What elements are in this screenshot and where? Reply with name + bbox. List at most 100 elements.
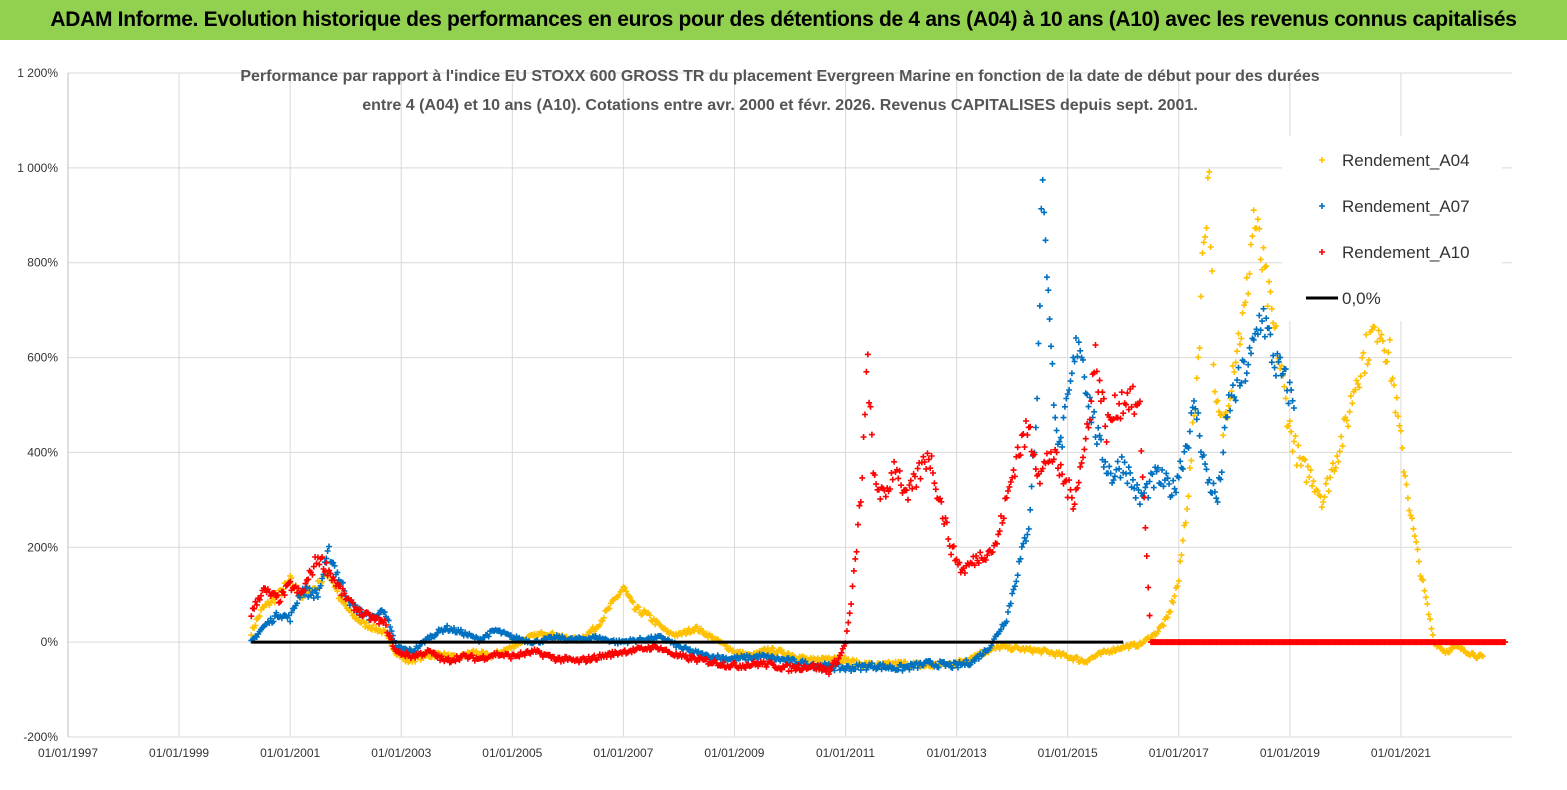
data-point <box>431 649 438 656</box>
data-point <box>381 617 388 624</box>
data-point <box>1192 405 1199 412</box>
data-point <box>376 611 382 618</box>
data-point <box>1038 205 1045 212</box>
data-point <box>1409 515 1415 522</box>
data-point <box>971 658 978 664</box>
data-point <box>1191 398 1197 404</box>
y-axis: -200% 0% 200% 400% 600% 800% 1 000% 1 200% <box>17 66 69 744</box>
data-point <box>1303 479 1310 486</box>
data-point <box>938 498 945 505</box>
data-point <box>827 667 834 673</box>
data-point <box>1146 612 1153 619</box>
data-point <box>1018 544 1025 550</box>
data-point <box>317 582 324 589</box>
data-point <box>1291 405 1297 411</box>
data-point <box>1306 474 1313 481</box>
data-point <box>1120 410 1127 417</box>
data-point <box>1288 387 1295 394</box>
data-point <box>1171 593 1178 600</box>
data-point <box>1081 446 1088 453</box>
data-point <box>1349 400 1356 407</box>
data-point <box>1116 400 1123 407</box>
data-point <box>1003 494 1010 501</box>
data-point <box>1034 395 1041 402</box>
data-point <box>1242 299 1249 306</box>
data-point <box>1067 486 1074 493</box>
data-point <box>1027 506 1034 513</box>
data-point <box>1179 466 1186 472</box>
data-point <box>313 590 320 597</box>
data-point <box>1100 395 1107 402</box>
x-tick-label: 01/01/2003 <box>371 746 431 760</box>
data-point <box>1075 339 1082 346</box>
data-point <box>920 662 927 669</box>
data-point <box>1181 448 1188 455</box>
data-point <box>1257 256 1264 263</box>
data-point <box>896 467 903 474</box>
data-point <box>1393 394 1400 401</box>
data-point <box>882 493 889 500</box>
data-point <box>648 646 655 653</box>
data-point <box>867 403 874 410</box>
data-point <box>1007 479 1014 485</box>
data-point <box>1248 241 1254 248</box>
data-point <box>1185 444 1192 451</box>
data-point <box>1266 325 1272 332</box>
data-point <box>330 559 337 566</box>
data-point <box>1196 432 1203 439</box>
x-tick-label: 01/01/2015 <box>1038 746 1098 760</box>
data-point <box>331 562 338 569</box>
data-point <box>1314 487 1321 494</box>
data-point <box>1063 395 1070 402</box>
data-point <box>1397 427 1404 434</box>
data-point <box>850 567 857 574</box>
legend-marker <box>1319 203 1325 209</box>
data-point <box>1227 407 1234 414</box>
data-point <box>1338 433 1345 440</box>
data-point <box>1068 370 1075 377</box>
data-point <box>1267 331 1274 338</box>
data-point <box>1286 418 1293 425</box>
data-point <box>1286 379 1293 386</box>
data-point <box>956 559 963 566</box>
data-point <box>1053 427 1060 434</box>
data-point <box>319 554 326 561</box>
data-point <box>989 549 996 555</box>
data-point <box>1309 482 1316 489</box>
data-point <box>1339 442 1346 449</box>
data-point <box>720 659 727 666</box>
data-point <box>606 605 613 612</box>
data-point <box>1080 356 1086 363</box>
data-point <box>1135 487 1142 493</box>
data-point <box>906 482 913 488</box>
data-point <box>1091 408 1098 415</box>
data-point <box>1214 397 1221 404</box>
data-point <box>444 622 451 629</box>
data-point <box>1046 316 1053 323</box>
legend-label: Rendement_A10 <box>1342 243 1470 262</box>
x-tick-label: 01/01/2017 <box>1149 746 1209 760</box>
x-tick-label: 01/01/2001 <box>260 746 320 760</box>
data-point <box>306 585 313 592</box>
data-point <box>1178 552 1185 559</box>
data-point <box>1234 348 1241 355</box>
data-point <box>902 658 909 665</box>
data-point <box>1345 423 1352 430</box>
data-point <box>1429 631 1436 638</box>
data-point <box>1428 625 1435 632</box>
data-point <box>1385 349 1392 356</box>
data-point <box>1198 293 1204 300</box>
data-point <box>1118 389 1125 396</box>
data-point <box>1059 471 1066 478</box>
data-point <box>1056 438 1063 445</box>
data-point <box>1102 458 1109 465</box>
chart-title-line-1: Performance par rapport à l'indice EU ST… <box>240 68 1319 85</box>
data-point <box>1392 409 1399 416</box>
x-tick-label: 01/01/2021 <box>1371 746 1431 760</box>
data-point <box>1129 476 1136 483</box>
data-point <box>1229 362 1236 369</box>
data-point <box>905 496 911 503</box>
data-point <box>1084 391 1091 398</box>
data-point <box>271 613 278 620</box>
data-point <box>1231 394 1238 401</box>
